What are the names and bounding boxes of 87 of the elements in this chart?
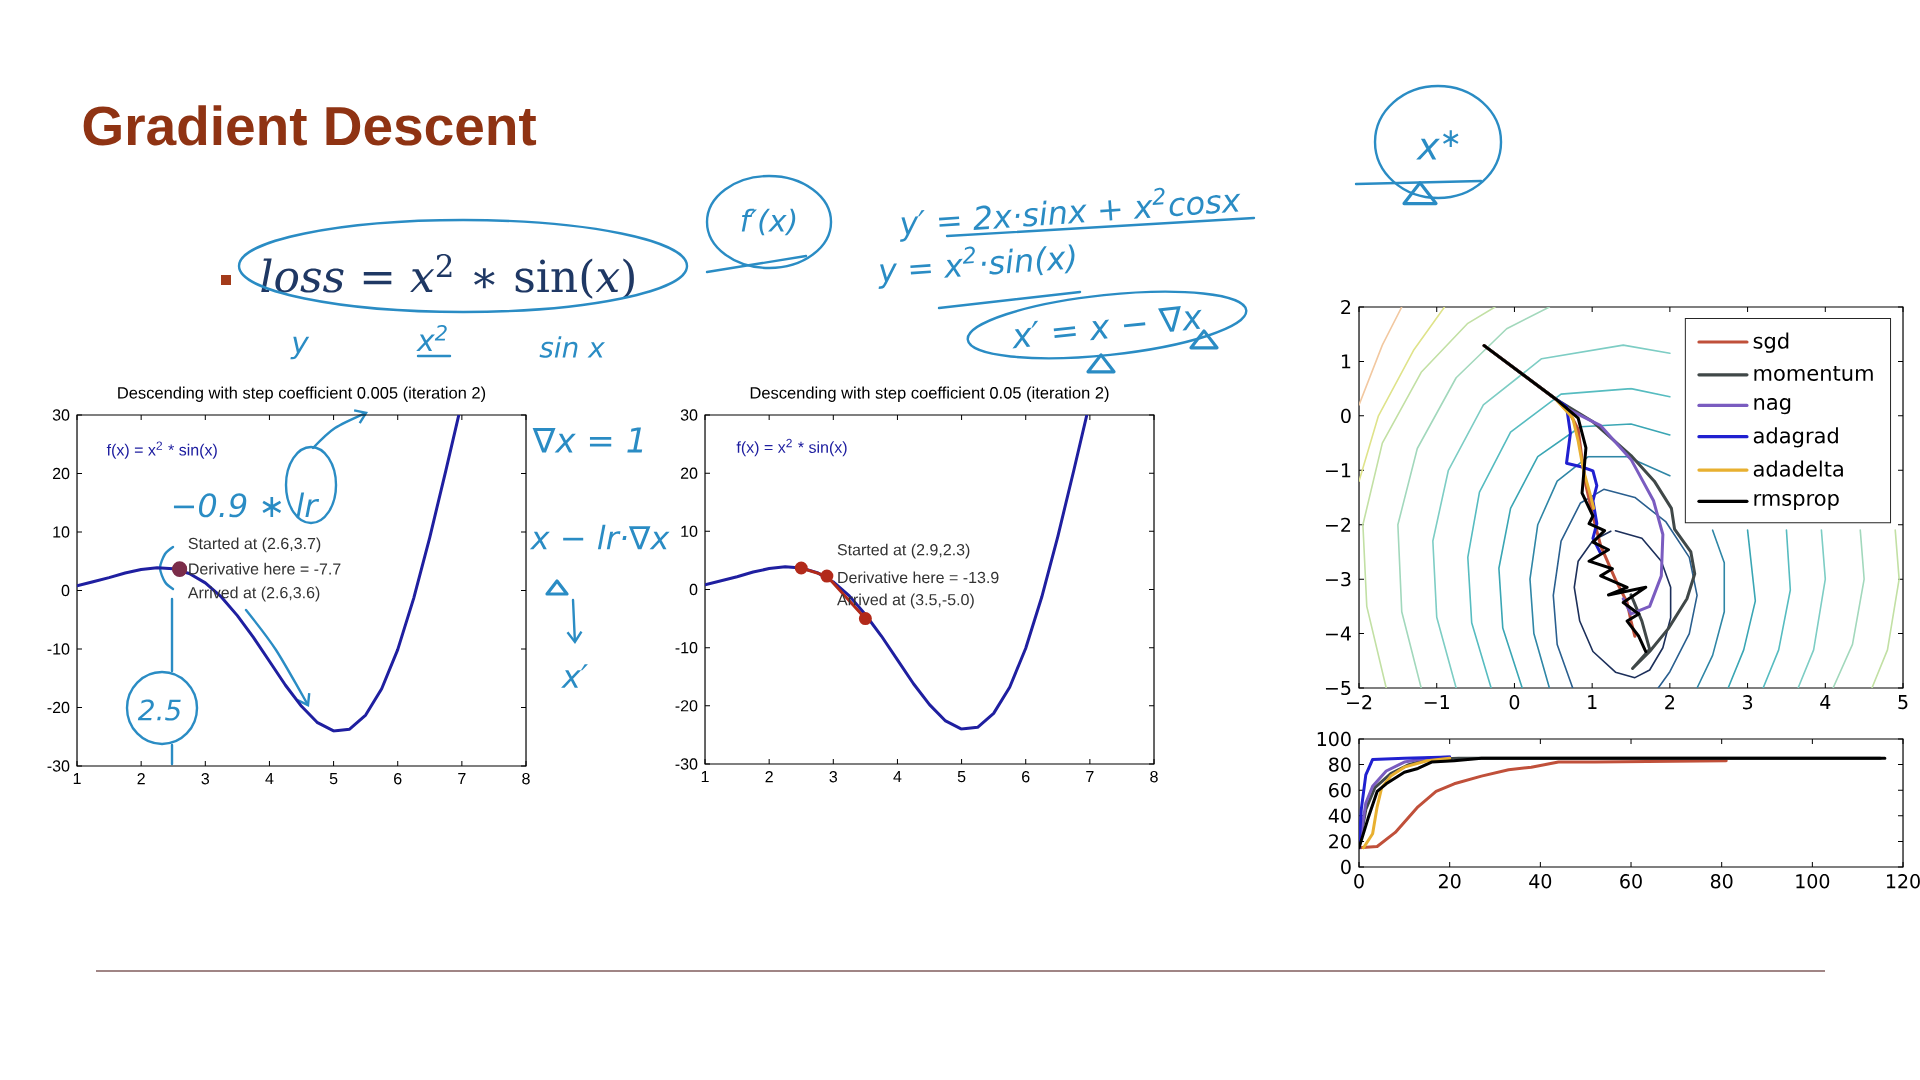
y-tick-label: 20	[1329, 834, 1351, 849]
x-tick-label: 8	[522, 773, 530, 785]
text: ∇x = 1	[532, 427, 643, 453]
x-tick-label: 2	[137, 773, 145, 785]
y-tick-label: 20	[680, 467, 698, 479]
y-tick-label: -30	[47, 760, 70, 772]
chart-title: Descending with step coefficient 0.05 (iteration 2)	[750, 386, 1109, 402]
legend-label: rmsprop	[1754, 493, 1839, 511]
annotation: Started at (2.6,3.7)	[188, 537, 321, 553]
legend-label: momentum	[1754, 365, 1873, 381]
y-tick-label: 80	[1329, 757, 1351, 772]
y-tick-label: 0	[689, 583, 698, 596]
y-tick-label: 10	[53, 526, 70, 538]
text: x$^{∗}$	[1416, 130, 1459, 160]
x-tick-label: 100	[1796, 874, 1830, 889]
x-tick-label: 0	[1509, 695, 1520, 710]
text: x − lr·∇x	[529, 524, 670, 550]
x-tick-label: 1	[73, 773, 81, 785]
text: f(x) = x$^{2}$ * sin(x)	[736, 438, 847, 457]
text: x′ = x − ∇x	[1012, 306, 1202, 349]
x-tick-label: 2	[765, 771, 773, 783]
y-tick-label: 0	[1341, 408, 1351, 424]
x-tick-label: 5	[329, 773, 338, 785]
legend-label: adadelta	[1753, 460, 1843, 477]
x-tick-label: 4	[1820, 695, 1831, 709]
x-tick-label: 5	[1898, 695, 1908, 710]
y-tick-label: 20	[52, 467, 70, 480]
text: y′ = 2x·sinx + x$^{2}$cosx	[900, 187, 1241, 242]
x-tick-label: 3	[1742, 695, 1753, 710]
annotation: 2.5	[137, 699, 181, 721]
x-tick-label: 7	[1086, 771, 1094, 783]
text: f′(x)	[741, 208, 796, 236]
x-tick-label: 2	[1665, 695, 1675, 710]
annotation: Started at (2.9,2.3)	[837, 543, 970, 559]
x-tick-label: 4	[893, 771, 902, 783]
x-tick-label: 60	[1620, 874, 1642, 889]
x-tick-label: 8	[1150, 771, 1158, 783]
x-tick-label: 80	[1710, 874, 1733, 889]
x-tick-label: 120	[1886, 874, 1920, 889]
text: loss = x$^{2}$ ∗ sin(x)	[261, 254, 634, 299]
y-tick-label: 30	[52, 409, 70, 421]
y-tick-label: -10	[47, 643, 70, 655]
x-tick-label: 40	[1529, 874, 1552, 889]
annotation: Derivative here = -13.9	[838, 571, 999, 584]
text: y	[290, 336, 310, 360]
x-tick-label: 6	[394, 773, 402, 785]
text: x′	[561, 664, 588, 688]
legend-label: sgd	[1753, 332, 1789, 353]
y-tick-label: −4	[1325, 626, 1351, 641]
y-tick-label: 100	[1317, 731, 1351, 747]
y-tick-label: 1	[1341, 354, 1351, 369]
x-tick-label: 4	[265, 773, 274, 785]
x-tick-label: 1	[701, 771, 709, 783]
annotation: −0.9 ∗ lr	[173, 492, 320, 518]
x-tick-label: 20	[1438, 874, 1461, 889]
y-tick-label: −2	[1325, 517, 1351, 532]
y-tick-label: −3	[1325, 571, 1351, 587]
annotation: Derivative here = -7.7	[189, 562, 341, 575]
x-tick-label: −1	[1424, 695, 1449, 709]
x-tick-label: 5	[957, 771, 966, 783]
y-tick-label: −5	[1325, 680, 1351, 696]
text: y = x$^{2}$·sin(x)	[878, 244, 1075, 289]
y-tick-label: −1	[1325, 463, 1351, 478]
x-tick-label: 0	[1354, 874, 1364, 889]
x-tick-label: 3	[829, 771, 838, 783]
chart-title: Descending with step coefficient 0.005 (iteration 2)	[118, 386, 486, 402]
x-tick-label: 1	[1588, 695, 1597, 709]
y-tick-label: 30	[680, 409, 698, 421]
text: sin x	[539, 336, 606, 358]
x-tick-label: 3	[201, 773, 210, 785]
legend-label: nag	[1754, 398, 1791, 415]
y-tick-label: 2	[1341, 299, 1351, 315]
y-tick-label: -20	[47, 701, 70, 714]
y-tick-label: -10	[675, 642, 698, 654]
y-tick-label: -30	[675, 758, 698, 770]
y-tick-label: 0	[1341, 859, 1351, 875]
y-tick-label: -20	[675, 700, 698, 712]
y-tick-label: 0	[61, 584, 70, 597]
x-tick-label: 7	[458, 773, 466, 785]
y-tick-label: 10	[681, 525, 698, 537]
text: f(x) = x$^{2}$ * sin(x)	[106, 441, 217, 459]
legend-label: adagrad	[1753, 427, 1838, 448]
text: Gradient Descent	[83, 105, 537, 146]
y-tick-label: 60	[1329, 783, 1351, 798]
y-tick-label: 40	[1328, 808, 1351, 823]
text: x$^{2}$	[416, 324, 447, 352]
x-tick-label: 6	[1022, 771, 1030, 783]
